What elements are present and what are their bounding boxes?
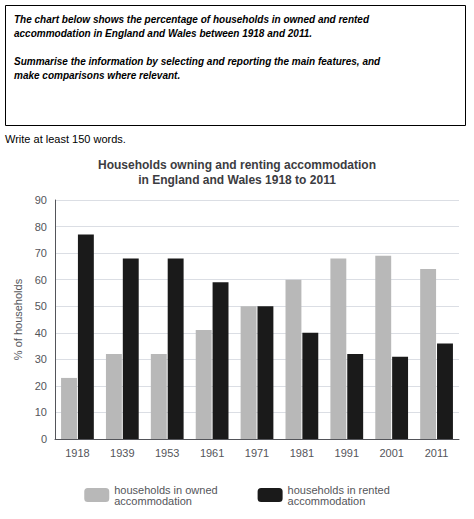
svg-text:accommodation: accommodation	[288, 495, 366, 507]
svg-text:make comparisons where relevan: make comparisons where relevant.	[14, 70, 180, 81]
svg-text:in England and Wales 1918 to 2: in England and Wales 1918 to 2011	[138, 173, 336, 187]
svg-text:accommodation in England and W: accommodation in England and Wales betwe…	[14, 28, 312, 39]
svg-text:households in rented: households in rented	[287, 483, 390, 496]
svg-text:80: 80	[35, 221, 47, 233]
svg-text:% of households: % of households	[12, 278, 24, 360]
svg-text:The chart below shows the perc: The chart below shows the percentage of …	[14, 14, 370, 25]
svg-text:40: 40	[35, 327, 47, 339]
svg-text:1971: 1971	[245, 447, 269, 459]
svg-text:10: 10	[35, 406, 47, 418]
svg-text:Write at least 150 words.: Write at least 150 words.	[5, 133, 126, 145]
svg-text:60: 60	[35, 274, 47, 286]
svg-text:0: 0	[41, 433, 47, 445]
svg-text:accommodation: accommodation	[114, 495, 192, 507]
svg-text:1953: 1953	[155, 447, 179, 459]
svg-text:Households owning and renting: Households owning and renting accommodat…	[98, 158, 376, 172]
svg-text:1991: 1991	[335, 447, 359, 459]
svg-text:1981: 1981	[290, 447, 314, 459]
svg-text:50: 50	[35, 300, 47, 312]
svg-text:1939: 1939	[110, 447, 134, 459]
svg-text:2001: 2001	[379, 447, 403, 459]
svg-text:Summarise the information by s: Summarise the information by selecting a…	[14, 56, 381, 67]
svg-text:1918: 1918	[65, 447, 89, 459]
svg-text:20: 20	[35, 380, 47, 392]
svg-text:households in owned: households in owned	[114, 483, 218, 496]
svg-text:90: 90	[35, 194, 47, 206]
svg-text:1961: 1961	[200, 447, 224, 459]
svg-text:70: 70	[35, 247, 47, 259]
svg-text:30: 30	[35, 353, 47, 365]
svg-text:2011: 2011	[425, 447, 449, 459]
